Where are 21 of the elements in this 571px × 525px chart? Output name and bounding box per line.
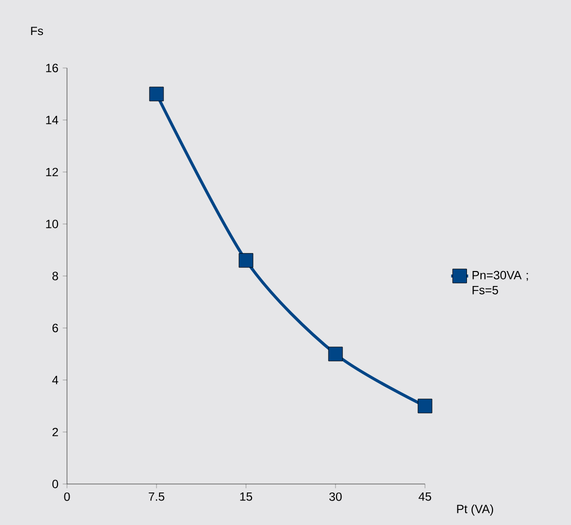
y-tick-label: 2 <box>52 428 58 436</box>
x-tick-label: 15 <box>240 492 252 501</box>
y-tick-label: 14 <box>46 116 58 124</box>
y-tick-label: 8 <box>52 272 58 280</box>
x-axis-title: Pt (VA) <box>457 504 494 516</box>
y-axis-title: Fs <box>31 26 44 36</box>
x-tick-label: 7.5 <box>148 492 164 501</box>
y-tick-label: 12 <box>46 168 58 176</box>
point <box>238 253 254 268</box>
y-tick-label: 0 <box>52 480 58 488</box>
y-tick-label: 16 <box>46 64 58 72</box>
legend-label: Pn=30VA ; Fs=5 <box>472 270 528 294</box>
x-tick-label: 45 <box>418 492 432 501</box>
y-tick-label: 10 <box>46 220 58 228</box>
x-tick-label: 0 <box>64 492 70 501</box>
x-tick-label: 30 <box>329 492 342 501</box>
y-tick-label: 6 <box>52 324 58 332</box>
point <box>418 398 432 414</box>
y-tick-label: 4 <box>52 376 58 384</box>
point <box>328 346 343 362</box>
point <box>149 86 164 102</box>
